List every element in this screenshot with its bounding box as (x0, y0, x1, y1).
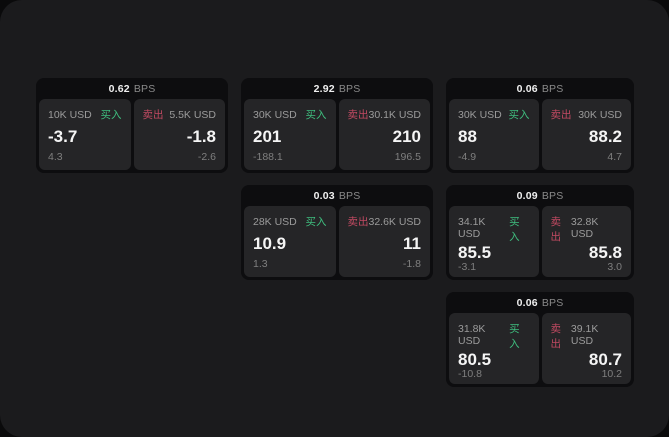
buy-tag: 买入 (100, 109, 122, 121)
sell-amount: 32.8K USD (570, 216, 599, 240)
buy-panel[interactable]: 10K USD 买入 -3.7 4.3 (39, 99, 131, 170)
bps-unit-label: BPS (338, 189, 361, 202)
buy-price: -3.7 (48, 127, 78, 146)
buy-price: 85.5 (458, 243, 492, 262)
buy-panel[interactable]: 31.8K USD 买入 80.5 -10.8 (449, 313, 539, 384)
card-body: 34.1K USD 买入 85.5 -3.1 卖出 32.8K USD 85.8… (446, 206, 634, 280)
sell-delta: 4.7 (607, 151, 622, 163)
sell-amount: 39.1K USD (570, 323, 599, 347)
buy-delta: 4.3 (48, 151, 63, 163)
sell-panel[interactable]: 卖出 32.6K USD 11 -1.8 (338, 206, 430, 277)
sell-panel[interactable]: 卖出 5.5K USD -1.8 -2.6 (133, 99, 225, 170)
buy-delta: -4.9 (458, 151, 477, 163)
card-header: 0.09 BPS (446, 185, 634, 206)
buy-price: 201 (253, 127, 282, 146)
bps-unit-label: BPS (541, 296, 564, 309)
buy-delta: 1.3 (253, 258, 268, 270)
sell-panel[interactable]: 卖出 30K USD 88.2 4.7 (541, 99, 631, 170)
buy-amount: 34.1K USD (458, 216, 486, 240)
buy-amount: 30K USD (253, 109, 297, 121)
bps-unit-label: BPS (338, 82, 361, 95)
buy-panel[interactable]: 30K USD 买入 201 -188.1 (244, 99, 336, 170)
bps-value: 0.62 (108, 82, 130, 95)
spread-card: 2.92 BPS 30K USD 买入 201 -188.1 卖出 30.1K … (241, 78, 433, 173)
buy-tag: 买入 (509, 323, 520, 350)
sell-amount: 32.6K USD (368, 216, 422, 228)
spread-card: 0.06 BPS 30K USD 买入 88 -4.9 卖出 30K USD 8… (446, 78, 634, 173)
card-header: 0.06 BPS (446, 292, 634, 313)
buy-delta: -10.8 (458, 368, 482, 380)
card-body: 30K USD 买入 201 -188.1 卖出 30.1K USD 210 1… (241, 99, 433, 173)
buy-delta: -188.1 (253, 151, 283, 163)
buy-price: 88 (458, 127, 477, 146)
sell-delta: 10.2 (601, 368, 622, 380)
bps-unit-label: BPS (133, 82, 156, 95)
sell-amount: 5.5K USD (169, 109, 216, 121)
sell-delta: 3.0 (607, 261, 622, 273)
card-header: 0.06 BPS (446, 78, 634, 99)
buy-tag: 买入 (305, 216, 327, 228)
buy-panel[interactable]: 28K USD 买入 10.9 1.3 (244, 206, 336, 277)
buy-amount: 31.8K USD (458, 323, 486, 347)
sell-tag: 卖出 (550, 109, 572, 121)
sell-amount: 30.1K USD (368, 109, 422, 121)
spread-card: 0.62 BPS 10K USD 买入 -3.7 4.3 卖出 5.5K USD… (36, 78, 228, 173)
sell-tag: 卖出 (347, 216, 369, 228)
card-header: 0.62 BPS (36, 78, 228, 99)
spread-card: 0.09 BPS 34.1K USD 买入 85.5 -3.1 卖出 32.8K… (446, 185, 634, 280)
card-body: 28K USD 买入 10.9 1.3 卖出 32.6K USD 11 -1.8 (241, 206, 433, 280)
sell-panel[interactable]: 卖出 32.8K USD 85.8 3.0 (541, 206, 631, 277)
buy-price: 10.9 (253, 234, 287, 253)
spread-card: 0.03 BPS 28K USD 买入 10.9 1.3 卖出 32.6K US… (241, 185, 433, 280)
sell-amount: 30K USD (578, 109, 622, 121)
bps-value: 0.09 (516, 189, 538, 202)
sell-tag: 卖出 (550, 323, 562, 350)
bps-value: 0.06 (516, 296, 538, 309)
card-body: 10K USD 买入 -3.7 4.3 卖出 5.5K USD -1.8 -2.… (36, 99, 228, 173)
sell-panel[interactable]: 卖出 30.1K USD 210 196.5 (338, 99, 430, 170)
card-header: 0.03 BPS (241, 185, 433, 206)
buy-tag: 买入 (509, 216, 520, 243)
sell-delta: -2.6 (197, 151, 216, 163)
sell-panel[interactable]: 卖出 39.1K USD 80.7 10.2 (541, 313, 631, 384)
sell-tag: 卖出 (142, 109, 164, 121)
bps-value: 2.92 (313, 82, 335, 95)
buy-price: 80.5 (458, 350, 492, 369)
sell-delta: 196.5 (394, 151, 421, 163)
card-header: 2.92 BPS (241, 78, 433, 99)
buy-panel[interactable]: 30K USD 买入 88 -4.9 (449, 99, 539, 170)
card-body: 30K USD 买入 88 -4.9 卖出 30K USD 88.2 4.7 (446, 99, 634, 173)
sell-price: 210 (392, 127, 421, 146)
sell-price: 80.7 (588, 350, 622, 369)
sell-tag: 卖出 (550, 216, 562, 243)
buy-amount: 30K USD (458, 109, 502, 121)
buy-amount: 28K USD (253, 216, 297, 228)
bps-unit-label: BPS (541, 82, 564, 95)
buy-delta: -3.1 (458, 261, 477, 273)
sell-price: 88.2 (588, 127, 622, 146)
bps-unit-label: BPS (541, 189, 564, 202)
buy-tag: 买入 (508, 109, 530, 121)
sell-price: -1.8 (186, 127, 216, 146)
bps-value: 0.06 (516, 82, 538, 95)
buy-amount: 10K USD (48, 109, 92, 121)
buy-panel[interactable]: 34.1K USD 买入 85.5 -3.1 (449, 206, 539, 277)
card-body: 31.8K USD 买入 80.5 -10.8 卖出 39.1K USD 80.… (446, 313, 634, 387)
sell-delta: -1.8 (402, 258, 421, 270)
sell-tag: 卖出 (347, 109, 369, 121)
spread-card: 0.06 BPS 31.8K USD 买入 80.5 -10.8 卖出 39.1… (446, 292, 634, 387)
buy-tag: 买入 (305, 109, 327, 121)
sell-price: 85.8 (588, 243, 622, 262)
bps-value: 0.03 (313, 189, 335, 202)
sell-price: 11 (403, 234, 421, 253)
